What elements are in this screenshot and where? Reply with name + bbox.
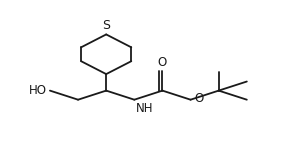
Text: HO: HO — [29, 84, 47, 97]
Text: NH: NH — [136, 102, 153, 115]
Text: S: S — [102, 19, 110, 32]
Text: O: O — [194, 92, 203, 105]
Text: O: O — [158, 56, 167, 69]
